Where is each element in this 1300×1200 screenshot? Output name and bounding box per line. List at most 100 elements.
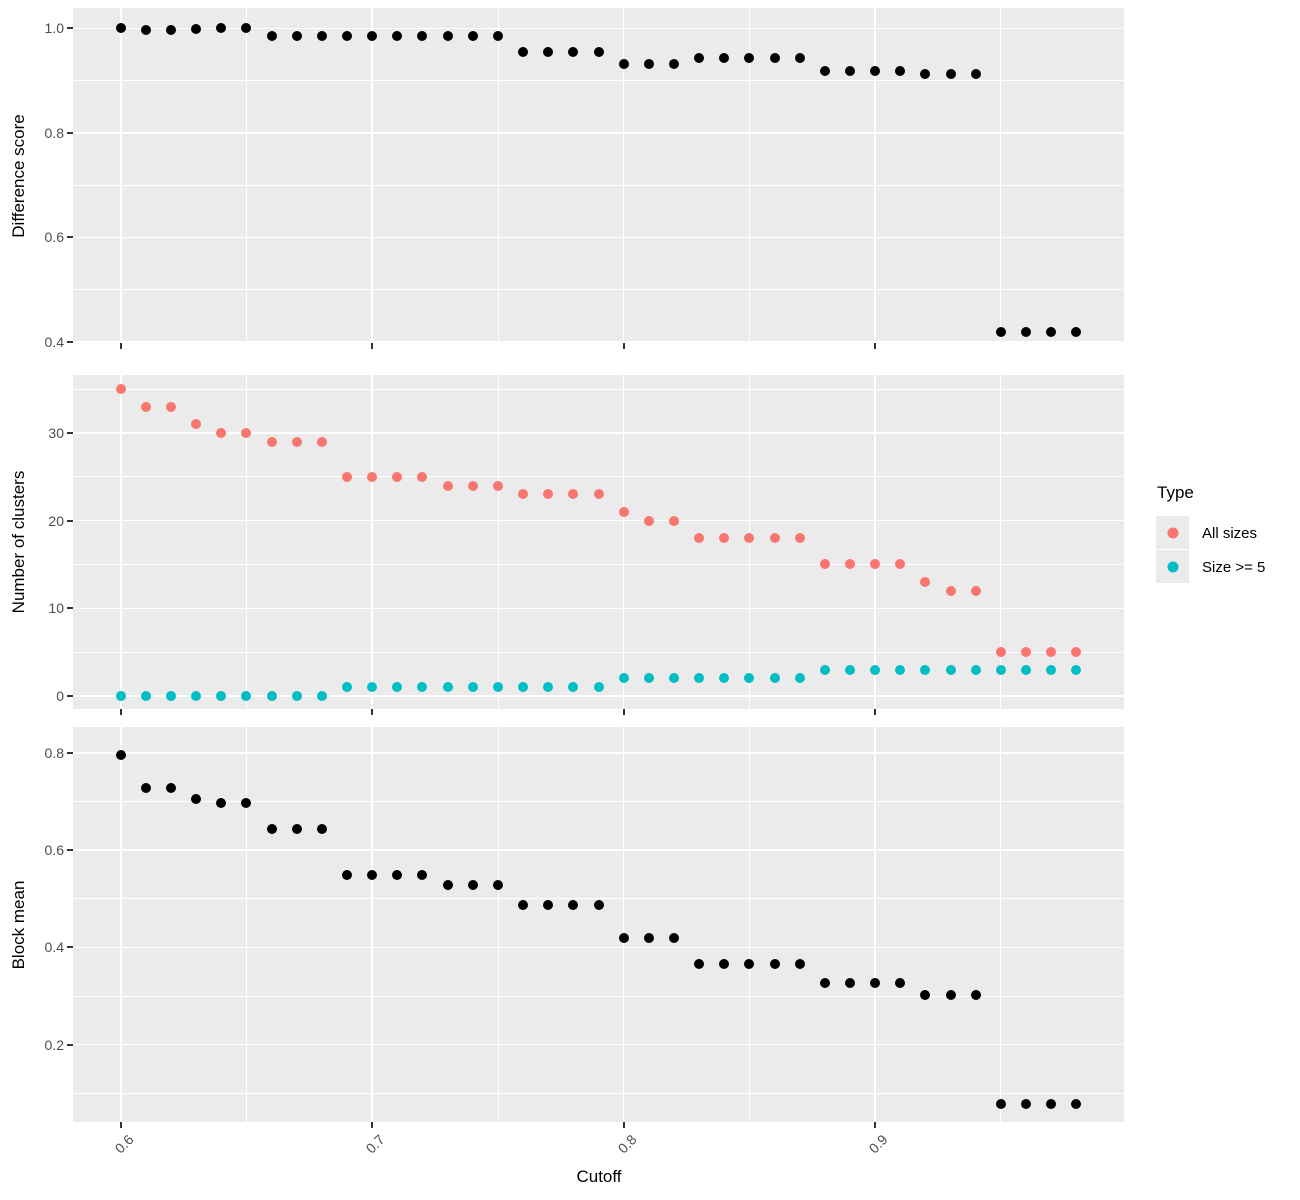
data-point — [643, 673, 654, 684]
data-point — [266, 31, 277, 42]
data-point — [694, 52, 705, 63]
data-point — [367, 471, 378, 482]
data-point — [1020, 327, 1031, 338]
data-point — [844, 66, 855, 77]
data-point — [643, 933, 654, 944]
data-point — [593, 899, 604, 910]
data-point — [819, 559, 830, 570]
x-major-gridline — [622, 375, 625, 709]
data-point — [417, 471, 428, 482]
y-tick-mark — [67, 519, 73, 522]
data-point — [392, 869, 403, 880]
data-point — [970, 68, 981, 79]
x-major-gridline — [874, 375, 876, 709]
data-point — [694, 673, 705, 684]
y-tick-label: 0 — [56, 688, 64, 705]
data-point — [1071, 1099, 1082, 1109]
y-major-gridline — [73, 519, 1124, 522]
y-tick-mark — [67, 27, 73, 30]
data-point — [593, 47, 604, 58]
data-point — [694, 533, 705, 544]
data-point — [266, 824, 277, 835]
y-tick-mark — [67, 751, 73, 754]
y-minor-gridline — [73, 1092, 1124, 1094]
data-point — [140, 783, 151, 794]
x-major-gridline — [120, 375, 122, 709]
data-point — [870, 977, 881, 988]
x-tick-mark — [119, 343, 122, 349]
panel-background — [73, 8, 1124, 343]
data-point — [216, 798, 227, 809]
x-tick-label: 0.9 — [865, 1131, 891, 1157]
data-point — [241, 798, 252, 809]
data-point — [1020, 647, 1031, 658]
y-major-gridline — [73, 607, 1124, 610]
data-point — [392, 471, 403, 482]
data-point — [266, 691, 277, 702]
data-point — [844, 664, 855, 675]
x-minor-gridline — [246, 375, 247, 709]
data-point — [568, 489, 579, 500]
data-point — [291, 691, 302, 702]
data-point — [819, 664, 830, 675]
data-point — [694, 958, 705, 969]
data-point — [291, 436, 302, 447]
data-point — [140, 691, 151, 702]
y-tick-label: 0.6 — [44, 229, 64, 246]
y-minor-gridline — [73, 898, 1124, 900]
y-minor-gridline — [73, 184, 1124, 186]
data-point — [920, 68, 931, 79]
data-point — [1071, 327, 1082, 338]
x-tick-mark — [119, 709, 122, 715]
data-point — [844, 977, 855, 988]
x-tick-mark — [371, 709, 374, 715]
data-point — [920, 576, 931, 587]
panel-background — [73, 375, 1124, 709]
data-point — [518, 489, 529, 500]
data-point — [668, 59, 679, 70]
y-tick-mark — [67, 431, 73, 434]
data-point — [568, 47, 579, 58]
data-point — [719, 958, 730, 969]
y-tick-label: 0.2 — [44, 1036, 64, 1053]
data-point — [115, 384, 126, 395]
y-minor-gridline — [73, 80, 1124, 82]
data-point — [744, 673, 755, 684]
y-major-gridline — [73, 946, 1124, 949]
panel-background — [73, 727, 1124, 1122]
x-tick-mark — [874, 343, 877, 349]
legend-item-label: Size >= 5 — [1202, 558, 1266, 576]
data-point — [844, 559, 855, 570]
data-point — [920, 664, 931, 675]
data-point — [291, 31, 302, 42]
data-point — [467, 682, 478, 693]
x-major-gridline — [622, 8, 625, 343]
data-point — [895, 66, 906, 77]
data-point — [316, 31, 327, 42]
data-point — [467, 880, 478, 891]
data-point — [643, 515, 654, 526]
data-point — [668, 933, 679, 944]
y-tick-label: 0.6 — [44, 842, 64, 859]
data-point — [1071, 664, 1082, 675]
x-minor-gridline — [1000, 375, 1002, 709]
data-point — [769, 533, 780, 544]
x-tick-mark — [371, 343, 374, 349]
x-tick-mark — [622, 343, 625, 349]
x-minor-gridline — [497, 8, 499, 343]
data-point — [744, 958, 755, 969]
y-major-gridline — [73, 1043, 1124, 1046]
data-point — [719, 673, 730, 684]
data-point — [618, 933, 629, 944]
y-tick-mark — [67, 946, 73, 949]
y-tick-label: 20 — [48, 512, 64, 529]
data-point — [970, 585, 981, 596]
y-minor-gridline — [73, 388, 1124, 390]
data-point — [467, 31, 478, 42]
data-point — [543, 899, 554, 910]
x-axis-title: Cutoff — [576, 1167, 622, 1186]
y-major-gridline — [73, 695, 1124, 697]
legend-title: Type — [1157, 483, 1194, 502]
data-point — [719, 533, 730, 544]
x-minor-gridline — [497, 727, 499, 1122]
